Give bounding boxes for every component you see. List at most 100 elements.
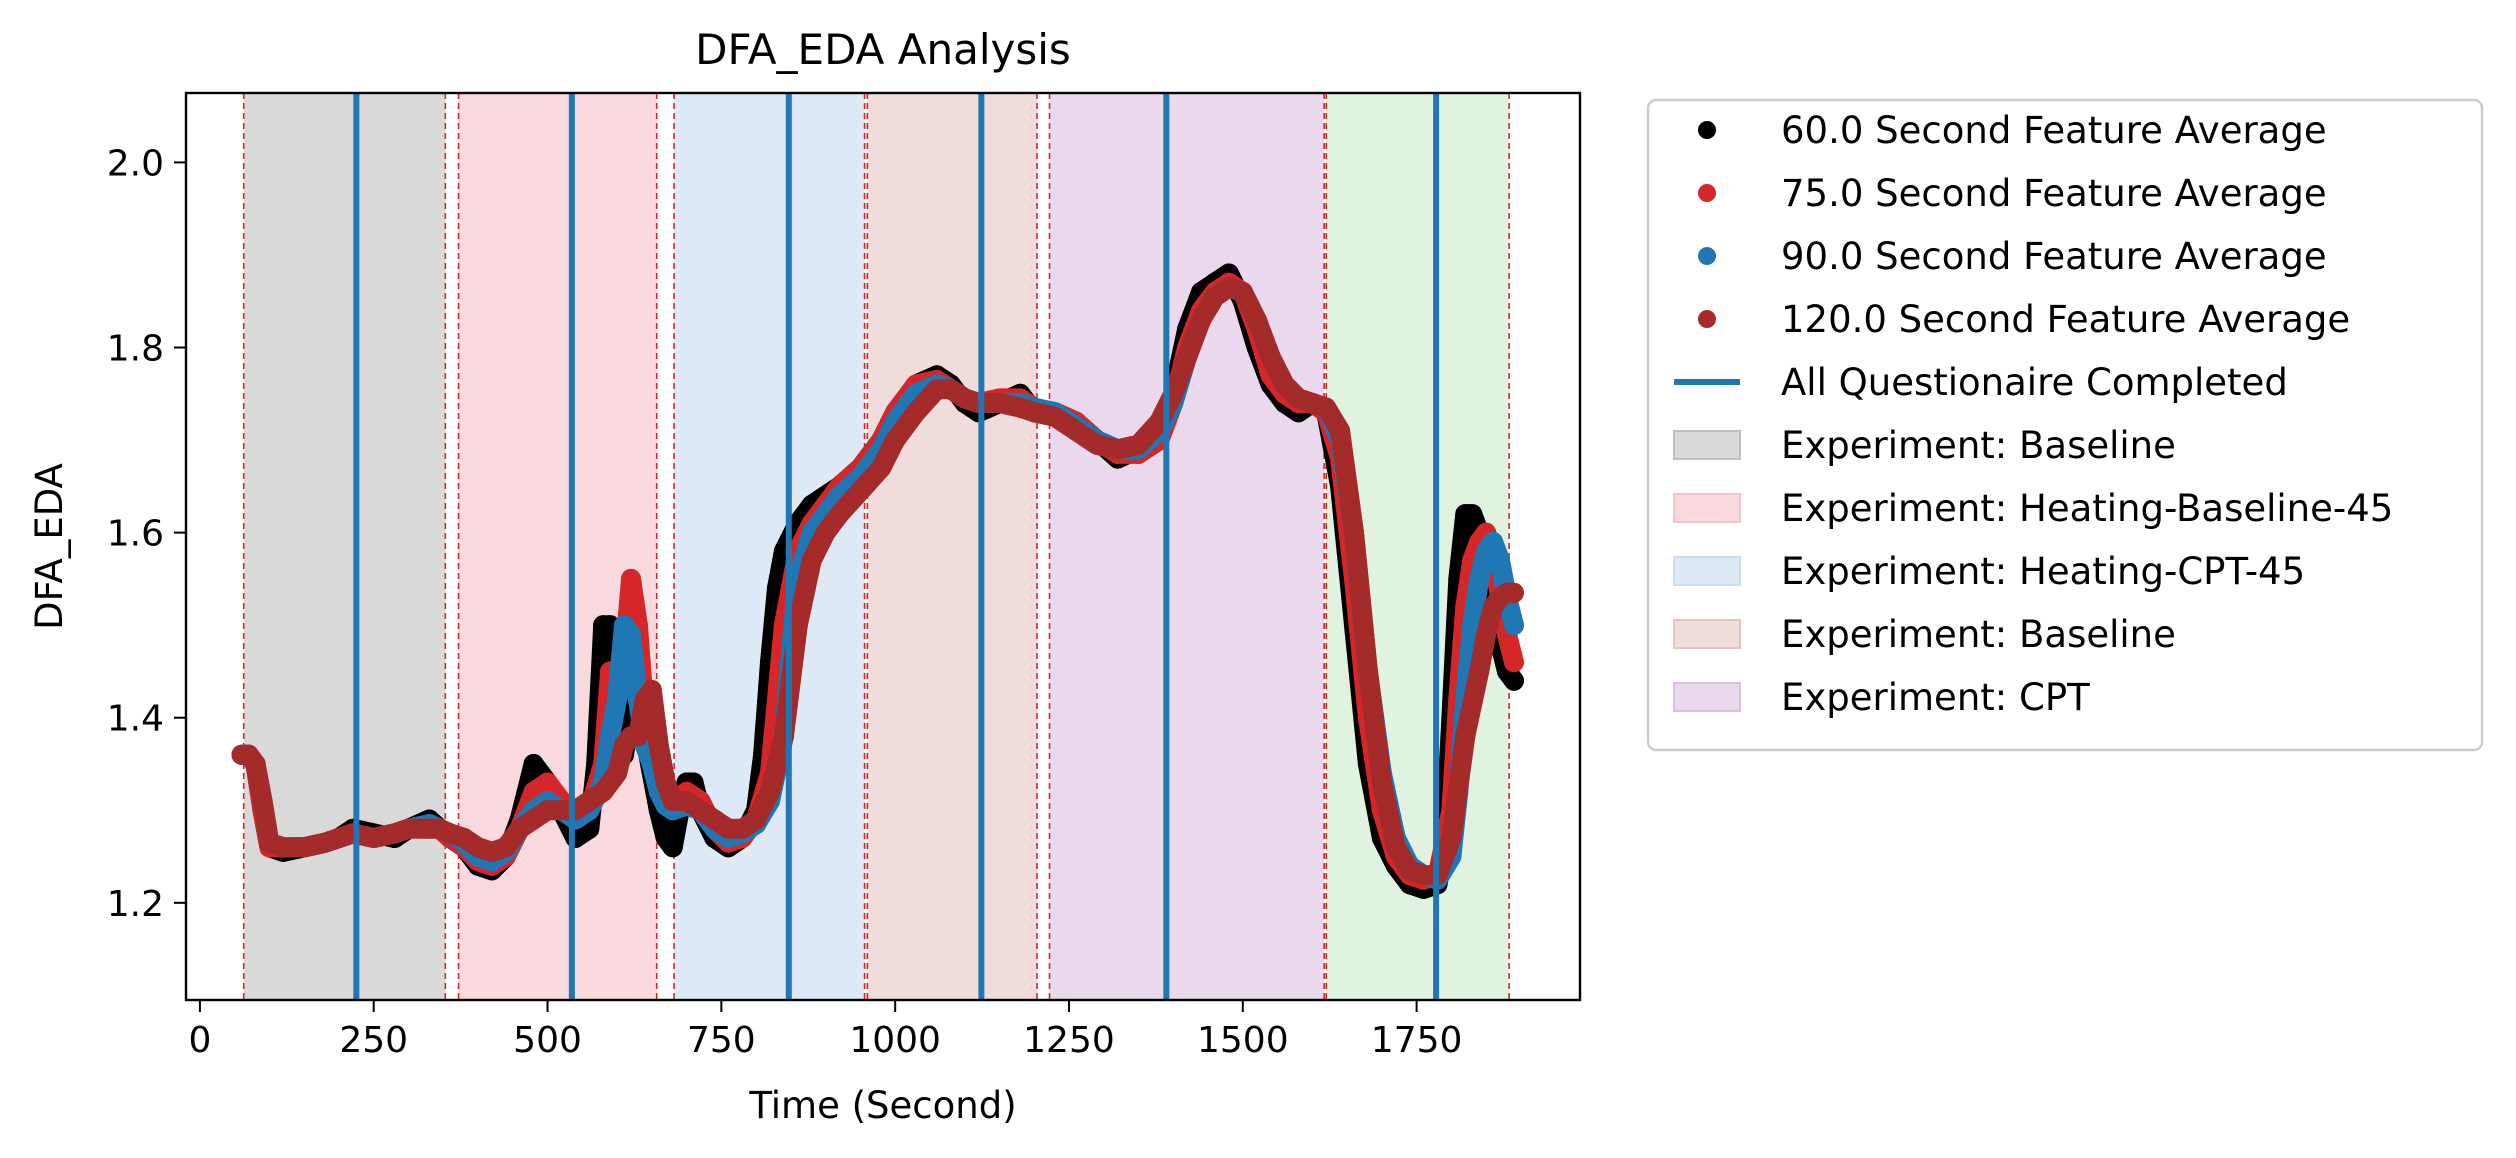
plot-frame xyxy=(184,91,1582,1002)
x-tick-label-2: 500 xyxy=(513,1020,582,1061)
series-3-point-81 xyxy=(1385,837,1406,858)
series-3-point-62 xyxy=(1107,439,1128,460)
series-3-point-58 xyxy=(1024,402,1045,423)
series-1-point-97 xyxy=(1503,652,1524,673)
legend-marker-2 xyxy=(1698,247,1716,265)
series-3-point-23 xyxy=(551,800,572,821)
x-axis-label: Time (Second) xyxy=(748,1084,1016,1127)
series-3-point-35 xyxy=(662,791,683,812)
series-3-point-6 xyxy=(294,837,315,858)
legend-item-2: 90.0 Second Feature Average xyxy=(1698,235,2327,278)
series-3-point-73 xyxy=(1274,374,1295,395)
legend-patch-7 xyxy=(1673,556,1741,586)
legend: 60.0 Second Feature Average 75.0 Second F… xyxy=(1646,98,2484,752)
series-3-point-85 xyxy=(1441,828,1462,849)
phase-band-3 xyxy=(867,93,1038,1000)
legend-patch-8 xyxy=(1673,619,1741,649)
legend-label-3: 120.0 Second Feature Average xyxy=(1781,298,2350,341)
legend-item-6: Experiment: Heating-Baseline-45 xyxy=(1673,487,2393,530)
series-0-point-96 xyxy=(1462,504,1483,525)
series-3-point-70 xyxy=(1232,281,1253,302)
y-tick-label-4: 2.0 xyxy=(107,143,164,184)
series-2-point-94 xyxy=(1490,550,1511,571)
legend-label-1: 75.0 Second Feature Average xyxy=(1781,172,2327,215)
x-tick-label-0: 0 xyxy=(188,1020,211,1061)
legend-item-1: 75.0 Second Feature Average xyxy=(1698,172,2327,215)
series-3-point-48 xyxy=(850,480,871,501)
y-axis-label: DFA_EDA xyxy=(28,463,71,630)
series-3-point-46 xyxy=(815,522,836,543)
legend-label-5: Experiment: Baseline xyxy=(1781,424,2176,467)
series-3-point-33 xyxy=(648,735,669,756)
legend-marker-1 xyxy=(1698,184,1716,202)
series-2-point-91 xyxy=(1469,568,1490,589)
legend-label-0: 60.0 Second Feature Average xyxy=(1781,109,2327,152)
series-3-point-51 xyxy=(906,402,927,423)
series-3-point-52 xyxy=(926,379,947,400)
series-3-point-83 xyxy=(1413,865,1434,886)
questionnaire-lines xyxy=(353,93,1440,1000)
series-3-point-50 xyxy=(885,430,906,451)
series-2-point-96 xyxy=(1503,615,1524,636)
x-tick-label-3: 750 xyxy=(687,1020,756,1061)
series-3-point-44 xyxy=(787,615,808,636)
x-tick-label-7: 1750 xyxy=(1371,1020,1463,1061)
series-3-point-72 xyxy=(1260,346,1281,367)
series-3-point-87 xyxy=(1469,661,1490,682)
series-3-point-12 xyxy=(398,818,419,839)
y-tick-label-0: 1.2 xyxy=(107,884,164,925)
series-3-point-71 xyxy=(1246,309,1267,330)
y-tick-label-1: 1.4 xyxy=(107,699,164,740)
series-3-point-92 xyxy=(1503,582,1524,603)
series-3-point-3 xyxy=(252,791,273,812)
series-3-point-67 xyxy=(1191,309,1212,330)
series-3-point-76 xyxy=(1316,397,1337,418)
legend-label-7: Experiment: Heating-CPT-45 xyxy=(1781,550,2305,593)
legend-patch-9 xyxy=(1673,682,1741,712)
series-3-point-60 xyxy=(1065,420,1086,441)
x-tick-label-5: 1250 xyxy=(1023,1020,1115,1061)
series-3-point-61 xyxy=(1086,434,1107,455)
legend-label-4: All Questionaire Completed xyxy=(1781,361,2288,404)
series-3-point-19 xyxy=(495,837,516,858)
series-3-point-63 xyxy=(1128,434,1149,455)
phase-bands xyxy=(243,93,1510,1000)
series-3-point-56 xyxy=(989,393,1010,414)
series-2-point-28 xyxy=(607,689,628,710)
series-3-point-2 xyxy=(245,753,266,774)
series-3-point-77 xyxy=(1330,420,1351,441)
series-2-point-93 xyxy=(1483,531,1504,552)
series-3-point-5 xyxy=(273,837,294,858)
legend-box xyxy=(1646,98,2484,752)
series-3-point-27 xyxy=(607,763,628,784)
series-3-point-79 xyxy=(1357,661,1378,682)
legend-item-4: All Questionaire Completed xyxy=(1674,361,2288,404)
series-3-point-47 xyxy=(829,504,850,525)
series-3-point-59 xyxy=(1045,406,1066,427)
phase-boundary-lines xyxy=(242,93,1510,1000)
x-axis: 0 250 500 750 1000 1250 1500 1750 xyxy=(188,1000,1462,1061)
series-3-point-49 xyxy=(871,457,892,478)
legend-label-2: 90.0 Second Feature Average xyxy=(1781,235,2327,278)
legend-label-9: Experiment: CPT xyxy=(1781,676,2090,719)
series-3-point-9 xyxy=(342,823,363,844)
series-3-point-88 xyxy=(1476,624,1497,645)
series-3-point-22 xyxy=(537,800,558,821)
series-3-point-78 xyxy=(1344,522,1365,543)
x-tick-label-6: 1500 xyxy=(1197,1020,1289,1061)
series-1-point-22 xyxy=(537,772,558,793)
series-1-point-30 xyxy=(620,568,641,589)
series-3-point-66 xyxy=(1177,346,1198,367)
phase-band-0 xyxy=(243,93,446,1000)
series-3-point-34 xyxy=(655,772,676,793)
series-3-point-86 xyxy=(1455,726,1476,747)
legend-item-7: Experiment: Heating-CPT-45 xyxy=(1673,550,2305,593)
legend-item-9: Experiment: CPT xyxy=(1673,676,2090,719)
series-3-point-41 xyxy=(746,809,767,830)
series-0-point-22 xyxy=(523,753,544,774)
phase-band-4 xyxy=(1049,93,1325,1000)
series-3 xyxy=(231,277,1524,886)
series-3-point-32 xyxy=(641,679,662,700)
legend-label-6: Experiment: Heating-Baseline-45 xyxy=(1781,487,2393,530)
